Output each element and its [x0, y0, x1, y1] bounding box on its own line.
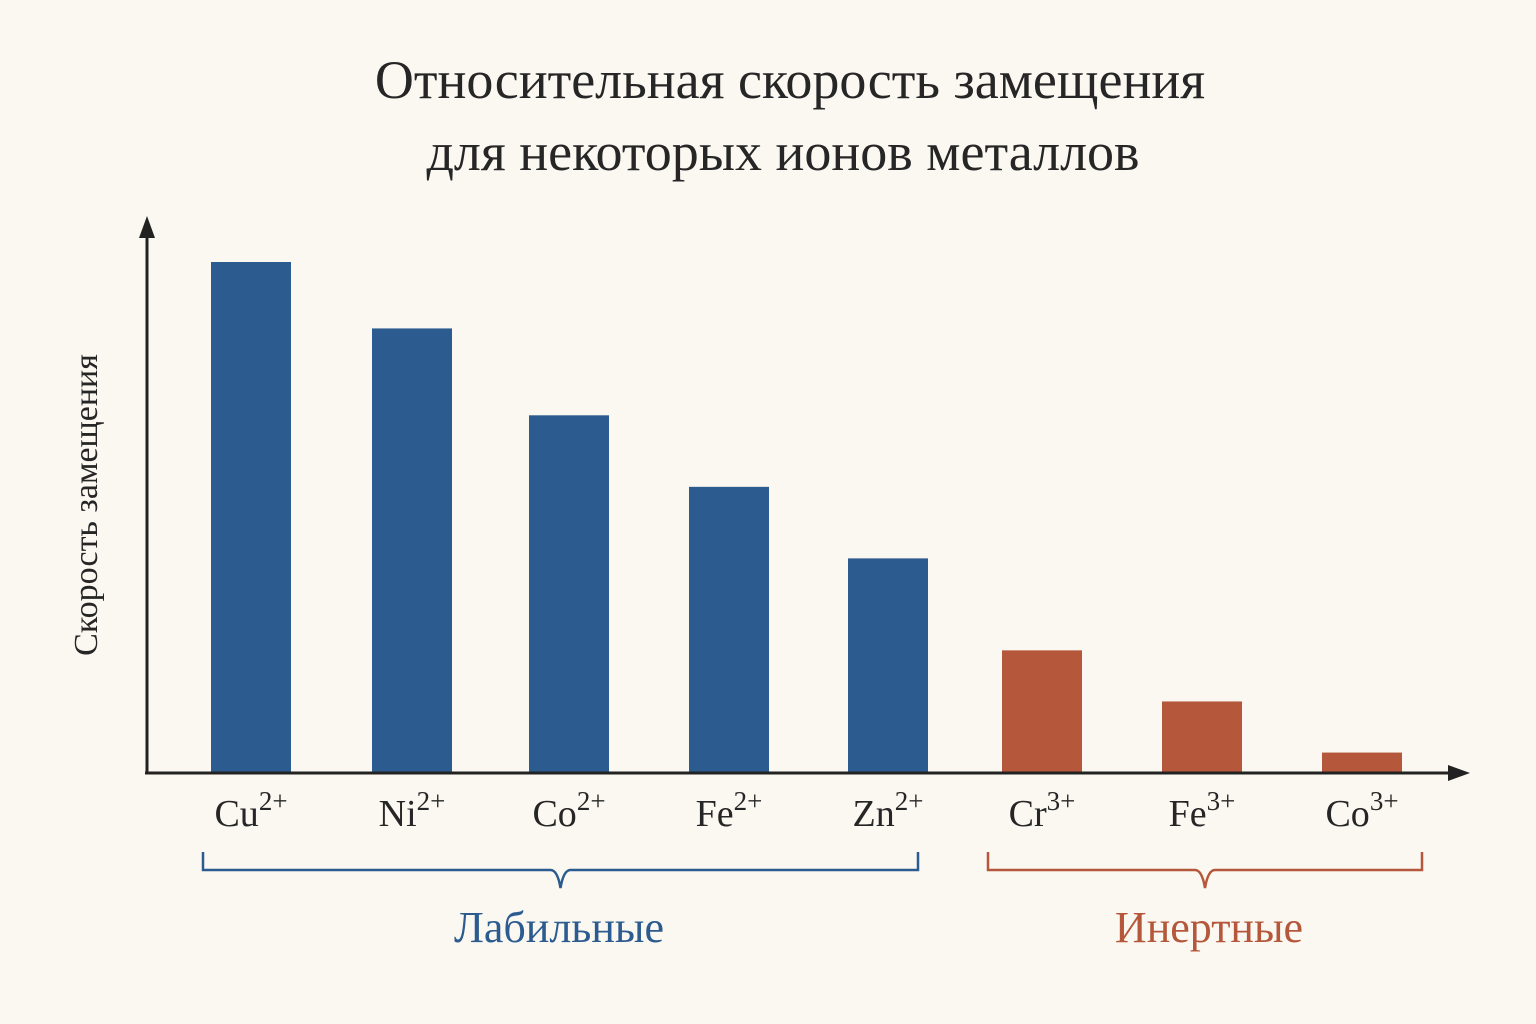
- x-tick-label: Ni2+: [379, 786, 446, 835]
- bar-co3plus: [1322, 752, 1402, 773]
- bar-co2plus: [529, 415, 609, 773]
- tick-charge: 3+: [1370, 786, 1399, 816]
- tick-element-symbol: Co: [532, 793, 576, 835]
- bars: [211, 262, 1402, 773]
- tick-charge: 3+: [1047, 786, 1076, 816]
- bar-zn2plus: [848, 558, 928, 773]
- tick-charge: 2+: [734, 786, 763, 816]
- tick-charge: 2+: [895, 786, 924, 816]
- chart-title-line-1: Относительная скорость замещения: [375, 50, 1205, 110]
- tick-element-symbol: Cr: [1009, 793, 1047, 835]
- x-tick-label: Cr3+: [1009, 786, 1076, 835]
- tick-charge: 2+: [417, 786, 446, 816]
- x-tick-label: Fe3+: [1169, 786, 1236, 835]
- y-axis-arrow-icon: [139, 216, 155, 238]
- tick-element-symbol: Cu: [214, 793, 258, 835]
- x-tick-label: Zn2+: [853, 786, 924, 835]
- x-tick-label: Co2+: [532, 786, 605, 835]
- bracket-labile: [201, 852, 920, 889]
- group-brackets: Лабильные Инертные: [201, 852, 1424, 952]
- axes: [139, 216, 1470, 781]
- bar-ni2plus: [372, 328, 452, 773]
- group-label-labile: Лабильные: [454, 903, 664, 952]
- x-tick-label: Cu2+: [214, 786, 287, 835]
- tick-element-symbol: Ni: [379, 793, 417, 835]
- x-axis-arrow-icon: [1448, 765, 1470, 781]
- chart-title-line-2: для некоторых ионов металлов: [426, 122, 1139, 182]
- bar-fe3plus: [1162, 701, 1242, 773]
- bar-fe2plus: [689, 486, 769, 773]
- y-axis-label: Скорость замещения: [68, 354, 105, 656]
- x-tick-labels: Cu2+ Ni2+ Co2+ Fe2+ Zn2+ Cr3+ Fe3+ Co3+: [214, 786, 1398, 835]
- tick-charge: 3+: [1207, 786, 1236, 816]
- group-label-inert: Инертные: [1115, 903, 1303, 952]
- tick-element-symbol: Co: [1325, 793, 1369, 835]
- tick-element-symbol: Fe: [1169, 793, 1207, 835]
- tick-element-symbol: Fe: [696, 793, 734, 835]
- bar-cr3plus: [1002, 650, 1082, 773]
- x-tick-label: Co3+: [1325, 786, 1398, 835]
- x-tick-label: Fe2+: [696, 786, 763, 835]
- bar-cu2plus: [211, 262, 291, 773]
- chart-title: Относительная скорость замещения для нек…: [375, 50, 1205, 182]
- tick-charge: 2+: [259, 786, 288, 816]
- tick-element-symbol: Zn: [853, 793, 895, 835]
- tick-charge: 2+: [577, 786, 606, 816]
- bracket-inert: [986, 852, 1424, 889]
